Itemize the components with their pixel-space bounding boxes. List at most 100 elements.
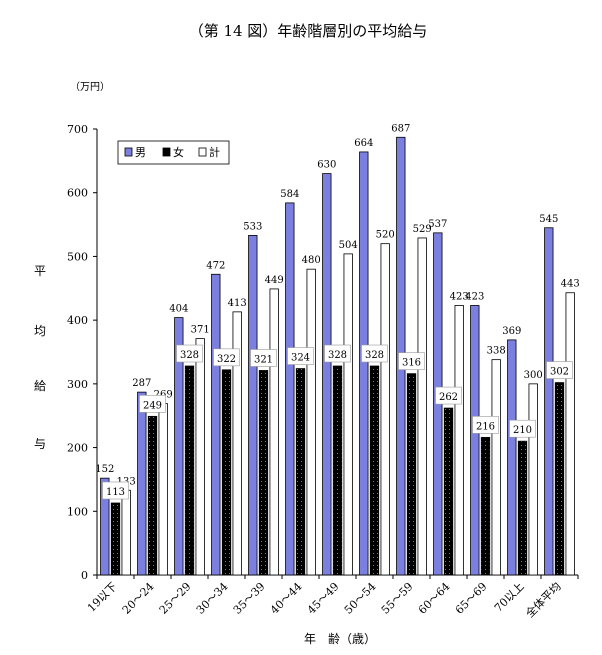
- y-axis-label-char-3: 給: [34, 379, 46, 393]
- bar: [454, 305, 464, 576]
- x-tick-label: 50～54: [342, 580, 379, 617]
- bar: [343, 253, 353, 576]
- legend-label: 計: [209, 145, 220, 159]
- data-label: 152: [95, 464, 114, 475]
- bar: [507, 339, 517, 576]
- y-axis-label-char-2: 均: [34, 324, 46, 338]
- bar: [221, 369, 232, 576]
- data-label-box: [361, 344, 388, 363]
- legend-label: 男: [135, 146, 146, 159]
- y-axis-label-char-1: 平: [34, 264, 46, 278]
- bar: [443, 407, 454, 576]
- legend-label: 女: [173, 145, 184, 159]
- data-label-box: [324, 344, 351, 363]
- bar: [417, 237, 427, 576]
- data-label: 545: [539, 214, 558, 225]
- data-label-box: [176, 344, 203, 363]
- bar: [258, 370, 269, 576]
- y-tick-label: 400: [67, 314, 88, 327]
- bar: [184, 365, 195, 576]
- bar: [174, 317, 184, 576]
- bar: [380, 243, 390, 576]
- x-axis-label: 年 齢（歳）: [304, 631, 376, 646]
- bar: [211, 273, 221, 576]
- x-tick-label: 60～64: [416, 580, 453, 617]
- data-label: 449: [265, 275, 284, 286]
- bar: [528, 383, 538, 576]
- legend: 男女計: [117, 140, 230, 165]
- data-label-box: [398, 352, 425, 370]
- bar: [491, 359, 501, 576]
- y-axis-label-char-4: 与: [34, 437, 46, 451]
- x-tick-label: 70以上: [492, 580, 527, 615]
- legend-box: [117, 140, 230, 165]
- data-label-box: [435, 386, 462, 405]
- data-label: 529: [413, 224, 432, 235]
- data-label: 687: [391, 123, 410, 134]
- bar: [158, 403, 168, 576]
- data-label: 584: [280, 189, 299, 200]
- bar: [322, 173, 332, 576]
- data-label: 210: [513, 425, 532, 436]
- bar: [285, 202, 295, 576]
- bar: [369, 365, 380, 576]
- bar: [100, 477, 110, 576]
- bar: [554, 382, 565, 576]
- data-label: 537: [428, 219, 447, 230]
- data-label: 404: [169, 304, 188, 315]
- data-label: 216: [476, 421, 495, 432]
- data-label: 504: [339, 240, 358, 251]
- data-label: 324: [291, 353, 310, 364]
- data-label: 249: [143, 400, 162, 411]
- x-tick-label: 25～29: [157, 580, 194, 617]
- data-label-box: [213, 348, 240, 367]
- y-tick-label: 300: [67, 378, 88, 391]
- data-label: 328: [180, 350, 199, 361]
- data-label-box: [509, 419, 536, 438]
- data-label-box: [139, 395, 166, 413]
- data-label-box: [546, 361, 573, 379]
- y-unit-label: （万円）: [70, 81, 110, 93]
- data-label: 472: [206, 260, 225, 271]
- bar: [248, 235, 258, 576]
- x-tick-label: 19以下: [85, 580, 120, 615]
- x-tick-label: 65～69: [453, 580, 490, 617]
- bar: [517, 440, 528, 576]
- bar: [147, 415, 158, 576]
- bar: [332, 365, 343, 576]
- x-tick-label: 全体平均: [523, 579, 564, 620]
- x-tick-label: 20～24: [120, 580, 157, 617]
- y-tick-label: 100: [67, 505, 88, 518]
- data-label-box: [287, 347, 314, 365]
- data-label: 262: [439, 392, 458, 403]
- data-labels-group: 1521331132872692494043713284724133225334…: [95, 123, 580, 500]
- data-label: 443: [561, 279, 580, 290]
- bar: [480, 436, 491, 576]
- data-label: 338: [487, 346, 506, 357]
- y-tick-label: 500: [67, 250, 88, 263]
- bar: [195, 338, 205, 576]
- bar: [565, 292, 575, 576]
- data-label: 302: [550, 367, 569, 378]
- bar: [306, 268, 316, 576]
- data-label: 423: [450, 291, 469, 302]
- data-label-box: [102, 481, 129, 500]
- chart-title: （第 14 図）年齢階層別の平均給与: [189, 22, 428, 40]
- x-tick-label: 40～44: [268, 580, 305, 617]
- data-label: 328: [365, 350, 384, 361]
- data-label: 371: [191, 325, 210, 336]
- bar: [137, 391, 147, 576]
- data-label: 322: [217, 354, 236, 365]
- y-tick-label: 700: [67, 123, 88, 136]
- data-label: 413: [228, 298, 247, 309]
- data-label-box: [472, 416, 499, 434]
- bar: [470, 305, 480, 576]
- data-label: 423: [465, 291, 484, 302]
- x-tick-label: 35～39: [231, 580, 268, 617]
- bar: [269, 288, 279, 576]
- data-label: 480: [302, 255, 321, 266]
- x-tick-label: 55～59: [379, 580, 416, 617]
- x-tick-label: 30～34: [194, 580, 231, 617]
- legend-swatch: [198, 147, 207, 157]
- bar: [544, 227, 554, 576]
